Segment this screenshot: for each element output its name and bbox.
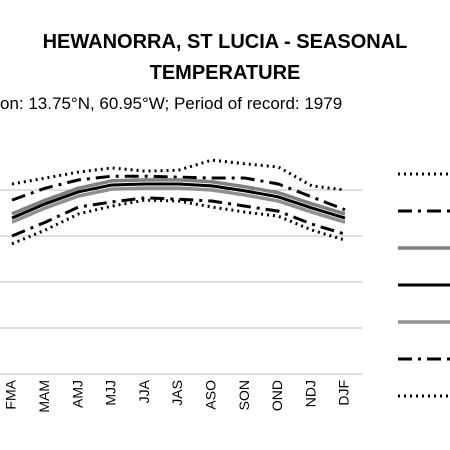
x-tick-label: DJF — [336, 380, 352, 406]
series-line — [11, 178, 346, 216]
x-tick-label: JJA — [136, 379, 152, 403]
x-tick-label: JAS — [169, 380, 185, 406]
x-tick-label: FMA — [3, 379, 19, 409]
chart-title: HEWANORRA, ST LUCIA - SEASONAL — [43, 31, 408, 53]
x-tick-label: ASO — [203, 380, 219, 410]
x-tick-label: OND — [269, 380, 285, 411]
series-line — [11, 186, 346, 224]
chart-title: TEMPERATURE — [150, 62, 301, 84]
x-tick-label: MAM — [36, 380, 52, 413]
x-tick-label: AMJ — [69, 380, 85, 408]
x-tick-label: MJJ — [103, 380, 119, 406]
x-tick-label: NDJ — [302, 380, 318, 407]
chart-subtitle: on: 13.75°N, 60.95°W; Period of record: … — [0, 94, 342, 113]
series-line — [11, 196, 346, 238]
series-line — [11, 198, 346, 246]
series-line — [11, 182, 346, 220]
series-line — [11, 158, 346, 192]
x-tick-label: SON — [236, 380, 252, 410]
series-line — [11, 174, 346, 212]
